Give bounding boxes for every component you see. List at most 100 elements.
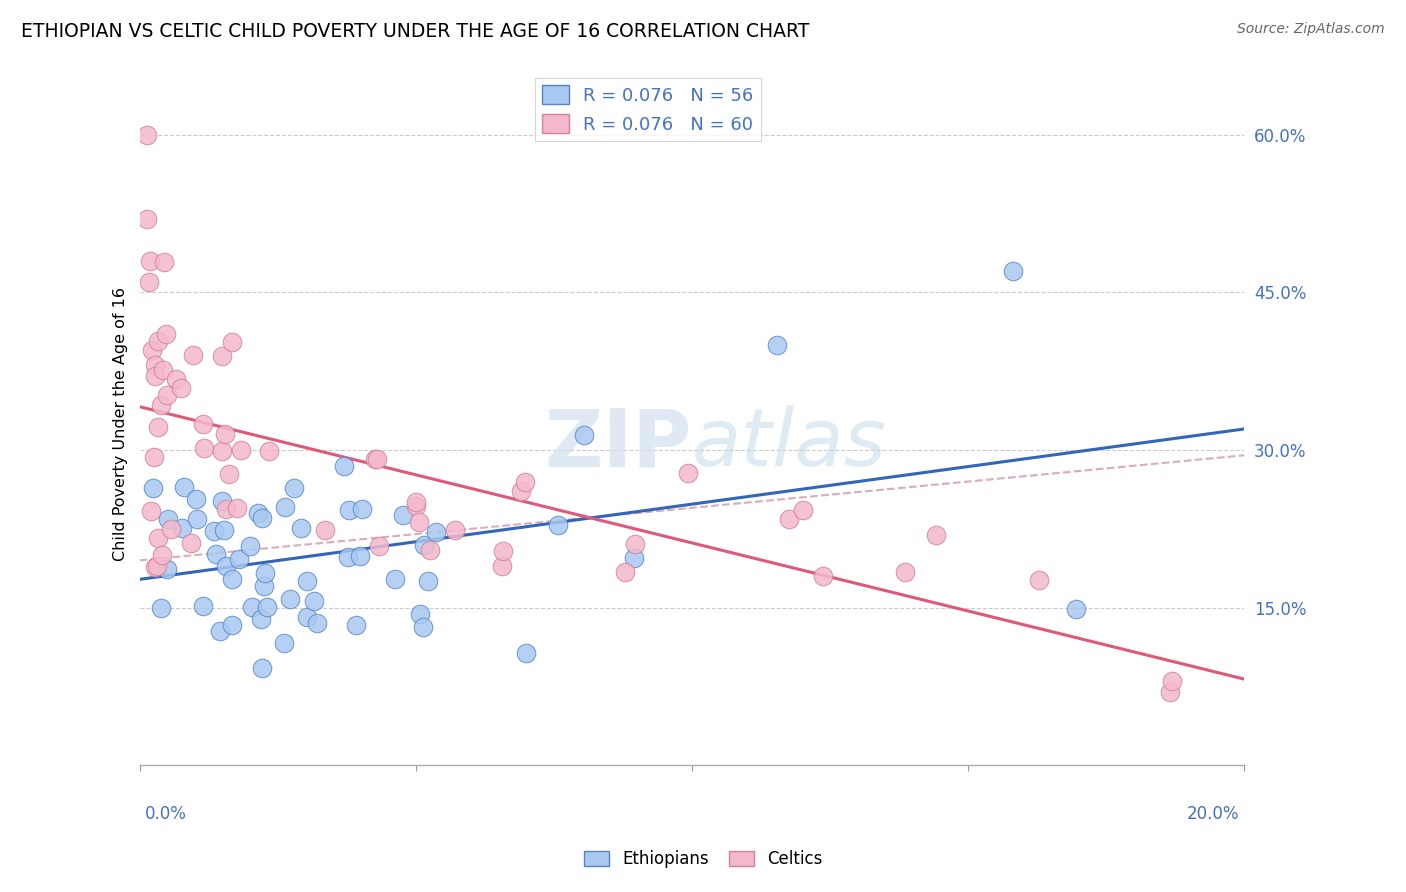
Point bbox=[138, 253, 160, 268]
Point bbox=[337, 550, 360, 565]
Legend: Ethiopians, Celtics: Ethiopians, Celtics bbox=[576, 844, 830, 875]
Point bbox=[250, 661, 273, 675]
Point bbox=[364, 451, 387, 466]
Point bbox=[766, 338, 789, 352]
Point bbox=[366, 451, 388, 466]
Point bbox=[256, 599, 278, 614]
Point bbox=[254, 566, 277, 581]
Point bbox=[425, 524, 447, 539]
Point bbox=[170, 381, 193, 395]
Point bbox=[221, 334, 243, 349]
Point bbox=[229, 442, 252, 457]
Point bbox=[181, 348, 204, 362]
Point bbox=[894, 565, 917, 579]
Point bbox=[278, 592, 301, 607]
Point bbox=[238, 539, 260, 553]
Point bbox=[419, 543, 441, 558]
Point bbox=[141, 343, 163, 357]
Point bbox=[150, 398, 173, 412]
Point bbox=[624, 537, 647, 551]
Point bbox=[250, 612, 273, 626]
Text: ETHIOPIAN VS CELTIC CHILD POVERTY UNDER THE AGE OF 16 CORRELATION CHART: ETHIOPIAN VS CELTIC CHILD POVERTY UNDER … bbox=[21, 22, 810, 41]
Point bbox=[367, 539, 389, 553]
Point bbox=[1028, 573, 1050, 587]
Point bbox=[1159, 685, 1181, 699]
Point bbox=[515, 647, 537, 661]
Point bbox=[1064, 602, 1087, 616]
Point bbox=[143, 560, 166, 574]
Point bbox=[221, 618, 243, 632]
Point bbox=[513, 475, 536, 489]
Point bbox=[172, 520, 194, 534]
Point bbox=[212, 524, 235, 538]
Point bbox=[160, 522, 183, 536]
Point bbox=[218, 467, 240, 481]
Point bbox=[274, 500, 297, 515]
Point bbox=[228, 551, 250, 566]
Point bbox=[142, 450, 165, 464]
Point bbox=[211, 444, 233, 458]
Point bbox=[623, 550, 645, 565]
Point bbox=[273, 636, 295, 650]
Point bbox=[136, 211, 159, 226]
Point bbox=[205, 547, 228, 561]
Point bbox=[156, 562, 179, 576]
Point bbox=[240, 599, 263, 614]
Point bbox=[678, 466, 700, 480]
Point bbox=[186, 491, 208, 506]
Point bbox=[572, 428, 595, 442]
Point bbox=[349, 549, 371, 563]
Point bbox=[156, 388, 179, 402]
Point bbox=[297, 610, 319, 624]
Point bbox=[135, 128, 157, 142]
Legend: R = 0.076   N = 56, R = 0.076   N = 60: R = 0.076 N = 56, R = 0.076 N = 60 bbox=[534, 78, 761, 141]
Point bbox=[405, 495, 427, 509]
Point bbox=[614, 565, 637, 579]
Point bbox=[193, 417, 215, 432]
Point bbox=[246, 506, 269, 520]
Point bbox=[416, 574, 439, 588]
Text: Source: ZipAtlas.com: Source: ZipAtlas.com bbox=[1237, 22, 1385, 37]
Point bbox=[143, 359, 166, 373]
Point bbox=[208, 624, 231, 639]
Point bbox=[138, 275, 160, 289]
Point bbox=[148, 531, 170, 545]
Point bbox=[412, 620, 434, 634]
Point bbox=[225, 500, 247, 515]
Point bbox=[413, 538, 436, 552]
Point bbox=[152, 363, 174, 377]
Point bbox=[408, 515, 430, 529]
Point bbox=[491, 544, 513, 558]
Point bbox=[1001, 264, 1024, 278]
Point bbox=[283, 481, 305, 495]
Point bbox=[202, 524, 225, 538]
Point bbox=[295, 574, 318, 588]
Point bbox=[253, 579, 276, 593]
Point bbox=[173, 480, 195, 494]
Point bbox=[337, 503, 360, 517]
Point bbox=[305, 616, 328, 631]
Point bbox=[180, 535, 202, 549]
Point bbox=[350, 501, 373, 516]
Point bbox=[211, 494, 233, 508]
Point bbox=[215, 502, 238, 516]
Point bbox=[142, 481, 165, 495]
Point bbox=[314, 523, 336, 537]
Point bbox=[405, 500, 427, 514]
Point bbox=[792, 503, 814, 517]
Point bbox=[146, 559, 169, 574]
Point bbox=[509, 484, 531, 499]
Text: ZIP: ZIP bbox=[544, 405, 692, 483]
Point bbox=[150, 548, 173, 562]
Point bbox=[193, 441, 215, 455]
Point bbox=[156, 512, 179, 526]
Point bbox=[778, 512, 800, 526]
Point bbox=[344, 617, 367, 632]
Point bbox=[302, 593, 325, 607]
Text: 0.0%: 0.0% bbox=[145, 805, 187, 823]
Point bbox=[290, 521, 312, 535]
Point bbox=[444, 523, 467, 537]
Point bbox=[491, 559, 513, 574]
Point bbox=[165, 371, 187, 385]
Point bbox=[143, 368, 166, 383]
